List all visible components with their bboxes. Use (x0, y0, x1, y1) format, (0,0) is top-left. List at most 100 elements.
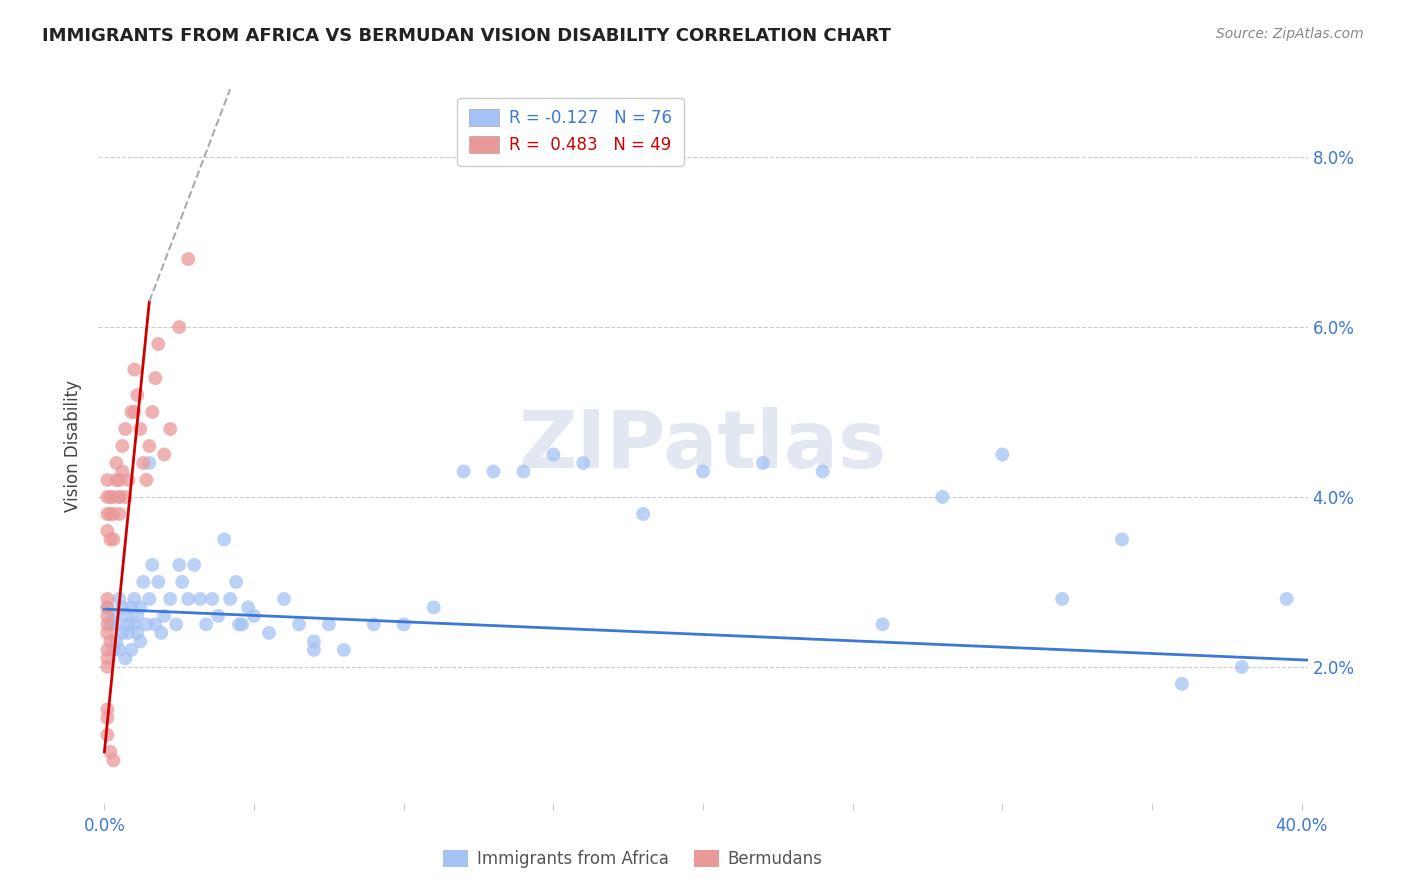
Point (96, 660, 118, 674)
Point (108, 490, 131, 504)
Point (318, 617, 340, 632)
Point (111, 600, 134, 615)
Point (103, 643, 125, 657)
Point (120, 600, 142, 615)
Point (138, 439, 160, 453)
Point (150, 626, 173, 640)
Point (103, 507, 125, 521)
Point (363, 617, 385, 632)
Point (177, 252, 200, 266)
Point (129, 600, 152, 615)
Point (143, 617, 166, 632)
Point (120, 643, 142, 657)
Point (111, 439, 134, 453)
Point (138, 456, 160, 470)
Point (692, 465, 714, 479)
Point (172, 574, 194, 589)
Text: ZIPatlas: ZIPatlas (519, 407, 887, 485)
Point (257, 626, 280, 640)
Point (114, 490, 136, 504)
Point (96, 643, 118, 657)
Point (100, 490, 122, 504)
Legend: R = -0.127   N = 76, R =  0.483   N = 49: R = -0.127 N = 76, R = 0.483 N = 49 (457, 97, 683, 166)
Point (96, 524, 118, 538)
Point (111, 626, 134, 640)
Point (96, 473, 118, 487)
Point (132, 456, 155, 470)
Point (124, 362, 146, 376)
Point (117, 626, 139, 640)
Point (96, 728, 118, 742)
Point (225, 574, 247, 589)
Point (207, 608, 229, 623)
Point (127, 388, 149, 402)
Point (100, 507, 122, 521)
Point (482, 465, 505, 479)
Point (392, 617, 415, 632)
Point (105, 617, 128, 632)
Point (96, 617, 118, 632)
Point (127, 608, 149, 623)
Point (129, 634, 152, 648)
Point (114, 651, 136, 665)
Point (103, 490, 125, 504)
Point (100, 634, 122, 648)
Point (103, 533, 125, 547)
Point (96, 591, 118, 606)
Point (96, 626, 118, 640)
Point (141, 558, 163, 572)
Point (100, 617, 122, 632)
Point (167, 320, 190, 334)
Point (96, 490, 118, 504)
Point (159, 422, 181, 436)
Point (236, 600, 259, 615)
Point (96, 651, 118, 665)
Point (148, 574, 170, 589)
Point (117, 473, 139, 487)
Point (1171, 677, 1194, 691)
Point (124, 617, 146, 632)
Point (1230, 660, 1253, 674)
Text: Source: ZipAtlas.com: Source: ZipAtlas.com (1216, 27, 1364, 41)
Point (117, 617, 139, 632)
Point (219, 591, 242, 606)
Point (153, 448, 176, 462)
Point (143, 371, 166, 385)
Point (111, 465, 134, 479)
Point (141, 405, 163, 419)
Point (931, 490, 953, 504)
Point (100, 745, 122, 759)
Point (96, 608, 118, 623)
Point (96, 600, 118, 615)
Point (302, 634, 325, 648)
Legend: Immigrants from Africa, Bermudans: Immigrants from Africa, Bermudans (437, 843, 828, 875)
Point (108, 507, 131, 521)
Point (273, 591, 295, 606)
Point (108, 490, 131, 504)
Point (138, 591, 160, 606)
Point (422, 600, 444, 615)
Point (752, 456, 775, 470)
Point (543, 448, 565, 462)
Point (96, 507, 118, 521)
Point (512, 465, 534, 479)
Point (631, 507, 654, 521)
Point (228, 617, 250, 632)
Point (103, 608, 125, 623)
Point (100, 533, 122, 547)
Point (572, 456, 595, 470)
Point (105, 473, 128, 487)
Point (124, 591, 146, 606)
Point (135, 473, 157, 487)
Point (177, 591, 200, 606)
Point (167, 558, 190, 572)
Point (212, 533, 235, 547)
Point (132, 574, 155, 589)
Point (114, 608, 136, 623)
Point (195, 617, 218, 632)
Point (333, 643, 356, 657)
Point (1050, 591, 1073, 606)
Point (96, 711, 118, 725)
Point (153, 608, 176, 623)
Point (108, 591, 131, 606)
